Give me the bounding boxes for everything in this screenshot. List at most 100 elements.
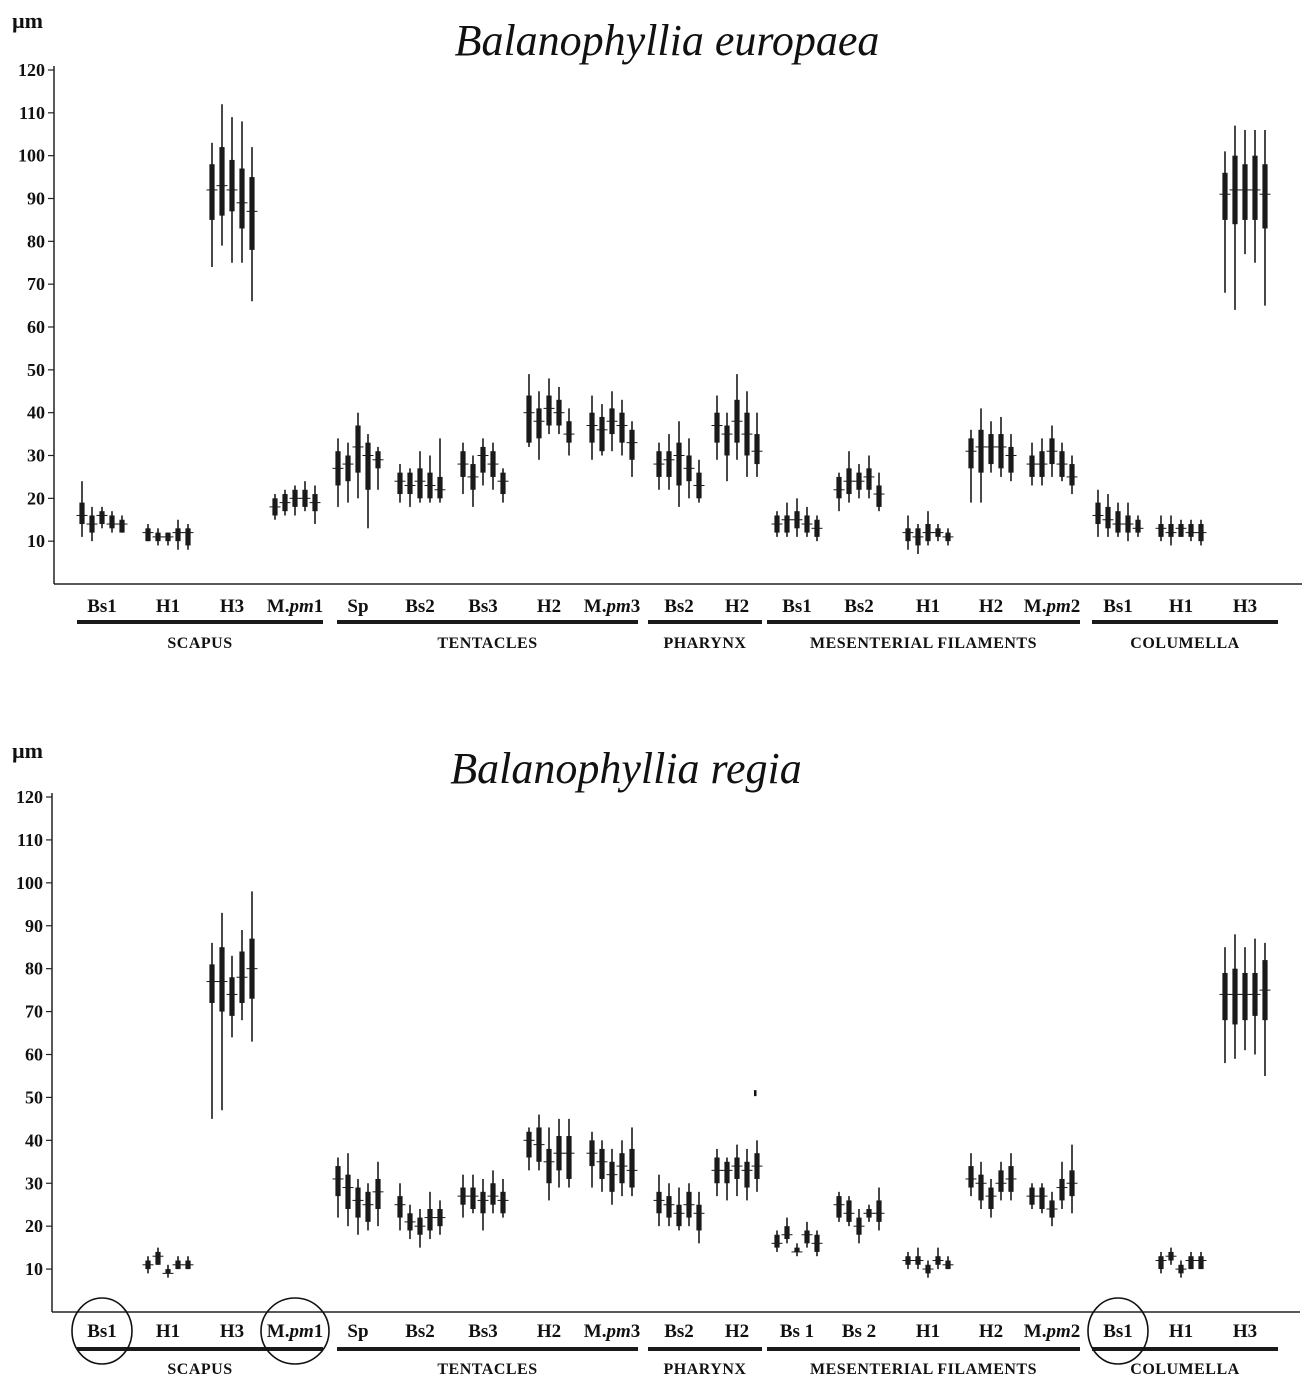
box (397, 472, 403, 495)
box (335, 1166, 341, 1197)
category-label: M.pm2 (1024, 1321, 1080, 1342)
box (219, 147, 225, 216)
y-tick-label: 100 (16, 873, 43, 893)
box-whisker (414, 451, 426, 503)
box-whisker (279, 489, 291, 516)
box (1158, 524, 1164, 537)
box-whisker (1249, 938, 1261, 1055)
box (619, 1153, 625, 1184)
box-whisker (457, 442, 469, 495)
box (1095, 502, 1101, 525)
box (546, 1148, 552, 1184)
box-whisker (332, 438, 344, 507)
box-whisker (236, 121, 248, 263)
box-whisker (721, 412, 733, 482)
category-label: Bs2 (405, 1321, 435, 1342)
y-tick-label: 30 (27, 446, 45, 466)
box-whisker (995, 1161, 1007, 1201)
y-tick-label: 120 (18, 60, 45, 80)
category-label: H2 (725, 1321, 749, 1342)
category-label: Bs1 (87, 596, 117, 617)
box-whisker (1259, 129, 1271, 306)
box (629, 1148, 635, 1188)
category-label: M.pm3 (584, 596, 640, 617)
box (666, 1196, 672, 1218)
box-whisker (751, 412, 763, 477)
box-whisker (985, 421, 997, 473)
box (355, 1187, 361, 1218)
category-label: Sp (347, 596, 368, 617)
box (599, 416, 605, 452)
box-whisker (922, 1260, 934, 1278)
y-tick-label: 10 (27, 531, 45, 551)
box-whisker (1112, 502, 1124, 537)
box-whisker (995, 416, 1007, 477)
box-whisker (771, 1230, 783, 1252)
y-tick-label: 40 (25, 1130, 43, 1150)
y-tick-label: 50 (27, 360, 45, 380)
category-label: Bs2 (664, 1321, 694, 1342)
box (397, 1196, 403, 1218)
y-tick-label: 60 (27, 317, 45, 337)
box (1252, 155, 1258, 220)
box-whisker (902, 515, 914, 550)
y-tick-label: 110 (19, 103, 45, 123)
box-whisker (606, 391, 618, 452)
box (1135, 519, 1141, 533)
group-label: COLUMELLA (1130, 635, 1239, 652)
box-whisker (975, 408, 987, 503)
box-whisker (1005, 434, 1017, 482)
box-whisker (741, 391, 753, 477)
panel-balanophyllia-europaea: µm Balanophyllia europaea 10 20 30 40 50 60 70 80… (12, 8, 1302, 652)
category-label: H1 (916, 1321, 940, 1342)
box (744, 1161, 750, 1188)
box-whisker (226, 117, 238, 263)
group-label: TENTACLES (437, 635, 537, 652)
box (876, 485, 882, 507)
category-label: Bs 2 (842, 1321, 876, 1342)
box (480, 446, 486, 473)
box (656, 1191, 662, 1214)
box-whisker (1036, 438, 1048, 486)
box-whisker (683, 438, 695, 499)
box-whisker (553, 1118, 565, 1188)
box-whisker (902, 1251, 914, 1270)
box-whisker (985, 1178, 997, 1218)
box-whisker (975, 1161, 987, 1209)
panel-balanophyllia-regia: µm Balanophyllia regia 10 20 30 40 50 60 70 80 90 1… (12, 738, 1300, 1378)
box-whisker (1026, 442, 1038, 486)
box-whisker (653, 1174, 665, 1227)
box (724, 425, 730, 456)
box (500, 472, 506, 495)
box-whisker (206, 942, 218, 1119)
box-whisker (673, 1187, 685, 1231)
box-whisker (1229, 125, 1241, 310)
y-tick-label: 80 (27, 231, 45, 251)
category-label: H2 (725, 596, 749, 617)
box-whisker (523, 1127, 535, 1171)
box-whisker (731, 1144, 743, 1197)
box-whisker (1259, 942, 1271, 1076)
y-tick-label: 110 (17, 830, 43, 850)
box (998, 434, 1004, 469)
box-whisker (781, 502, 793, 537)
box (526, 395, 532, 443)
box-whisker (833, 472, 845, 512)
box (1232, 968, 1238, 1025)
group-label: TENTACLES (437, 1361, 537, 1378)
box-whisker (404, 1204, 416, 1240)
box-whisker (1165, 515, 1177, 546)
box-whisker (873, 1187, 885, 1231)
box-whisker (372, 1161, 384, 1227)
box (99, 511, 105, 525)
box-whisker (912, 524, 924, 555)
box-whisker (424, 1191, 436, 1240)
box-whisker (434, 1200, 446, 1235)
category-label: Bs1 (87, 1321, 117, 1342)
box-whisker (86, 506, 98, 542)
box-whisker (801, 1221, 813, 1248)
category-label: Bs1 (1103, 1321, 1133, 1342)
box-whisker (226, 955, 238, 1038)
box-whisker (236, 930, 248, 1021)
